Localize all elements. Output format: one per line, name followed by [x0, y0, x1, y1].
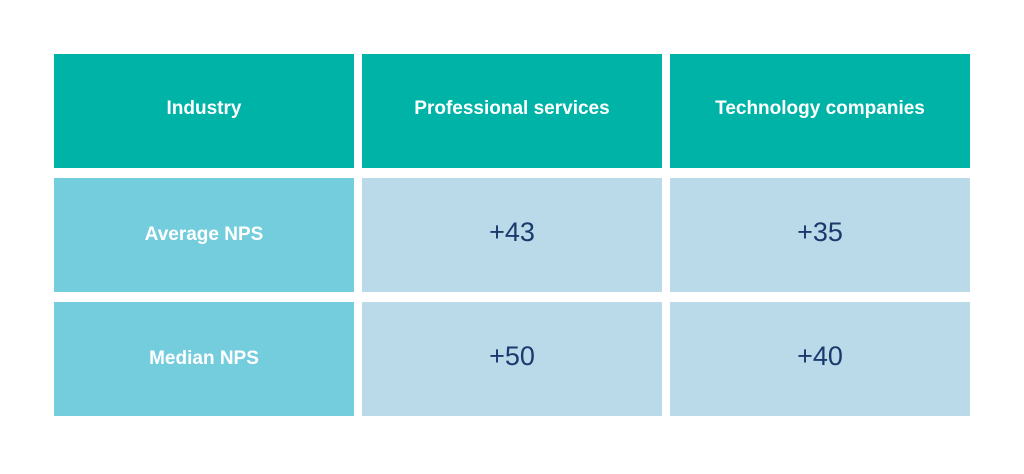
value-average-technology-companies: +35: [670, 178, 970, 292]
header-industry: Industry: [54, 54, 354, 168]
value-median-professional-services: +50: [362, 302, 662, 416]
header-professional-services: Professional services: [362, 54, 662, 168]
value-average-professional-services: +43: [362, 178, 662, 292]
value-median-technology-companies: +40: [670, 302, 970, 416]
header-technology-companies: Technology companies: [670, 54, 970, 168]
row-label-median-nps: Median NPS: [54, 302, 354, 416]
nps-table: Industry Professional services Technolog…: [54, 54, 971, 416]
row-label-average-nps: Average NPS: [54, 178, 354, 292]
